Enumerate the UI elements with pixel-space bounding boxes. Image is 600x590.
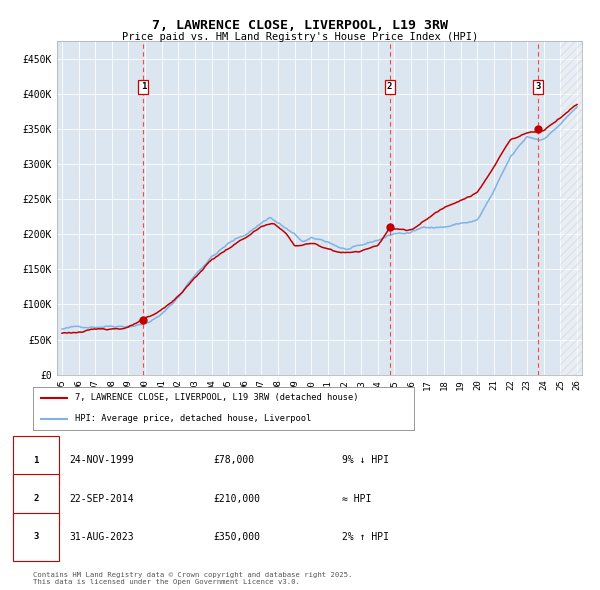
Text: 22-SEP-2014: 22-SEP-2014 <box>69 494 134 503</box>
Text: 31-AUG-2023: 31-AUG-2023 <box>69 532 134 542</box>
Text: £210,000: £210,000 <box>213 494 260 503</box>
Text: 9% ↓ HPI: 9% ↓ HPI <box>342 455 389 465</box>
Text: 7, LAWRENCE CLOSE, LIVERPOOL, L19 3RW: 7, LAWRENCE CLOSE, LIVERPOOL, L19 3RW <box>152 19 448 32</box>
Text: 3: 3 <box>536 83 541 91</box>
Text: 24-NOV-1999: 24-NOV-1999 <box>69 455 134 465</box>
Text: 1: 1 <box>34 455 38 465</box>
Text: 2% ↑ HPI: 2% ↑ HPI <box>342 532 389 542</box>
Text: 7, LAWRENCE CLOSE, LIVERPOOL, L19 3RW (detached house): 7, LAWRENCE CLOSE, LIVERPOOL, L19 3RW (d… <box>75 393 358 402</box>
Text: Contains HM Land Registry data © Crown copyright and database right 2025.
This d: Contains HM Land Registry data © Crown c… <box>33 572 352 585</box>
Text: 1: 1 <box>140 83 146 91</box>
Text: HPI: Average price, detached house, Liverpool: HPI: Average price, detached house, Live… <box>75 414 311 424</box>
Text: 2: 2 <box>34 494 38 503</box>
Text: £350,000: £350,000 <box>213 532 260 542</box>
Text: 3: 3 <box>34 532 38 542</box>
Text: 2: 2 <box>387 83 392 91</box>
Text: Price paid vs. HM Land Registry's House Price Index (HPI): Price paid vs. HM Land Registry's House … <box>122 32 478 42</box>
Text: £78,000: £78,000 <box>213 455 254 465</box>
Text: ≈ HPI: ≈ HPI <box>342 494 371 503</box>
